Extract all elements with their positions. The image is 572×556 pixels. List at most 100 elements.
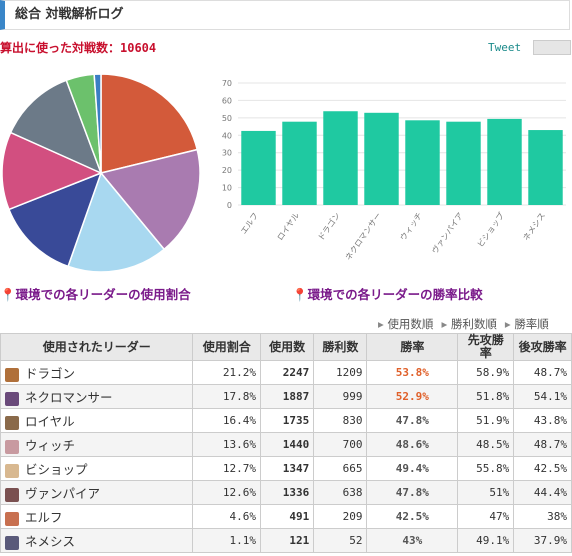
sort-link[interactable]: 使用数順 xyxy=(378,317,433,331)
cell-text: 1440 xyxy=(282,438,310,451)
cell-text: 44.4% xyxy=(533,486,567,499)
cell-text: 54.1% xyxy=(533,390,567,403)
bar-caption: 📍環境での各リーダーの勝率比較 xyxy=(292,287,483,302)
cell-text: 1209 xyxy=(335,366,363,379)
cell-text: 209 xyxy=(342,510,363,523)
sort-link[interactable]: 勝利数順 xyxy=(441,317,496,331)
y-tick-label: 0 xyxy=(227,201,232,210)
leader-icon xyxy=(5,463,19,478)
table-cell: 42.5% xyxy=(366,504,459,529)
table-cell: ウィッチ xyxy=(0,432,194,457)
pie-slice xyxy=(67,171,166,273)
cell-text: 4.6% xyxy=(229,510,257,523)
column-header: 使用割合 xyxy=(192,333,262,361)
cell-text: 58.9% xyxy=(476,366,510,379)
table-cell: 1347 xyxy=(260,456,315,481)
cell-text: 12.6% xyxy=(222,486,257,499)
leader-name: ヴァンパイア xyxy=(25,486,101,501)
cell-text: 12.7% xyxy=(222,462,257,475)
leader-icon xyxy=(5,367,19,382)
cell-text: 38% xyxy=(547,510,567,523)
cell-text: 51% xyxy=(489,486,510,499)
table-cell: 700 xyxy=(313,432,368,457)
table-cell: 51% xyxy=(457,480,515,505)
table-cell: 638 xyxy=(313,480,368,505)
table-cell: 49.1% xyxy=(457,528,515,553)
leader-name: ロイヤル xyxy=(25,414,75,429)
table-cell: 42.5% xyxy=(513,456,572,481)
cell-text: 48.6% xyxy=(395,438,429,451)
table-cell: 1440 xyxy=(260,432,315,457)
column-header: 使用されたリーダー xyxy=(0,333,194,361)
leader-icon xyxy=(5,487,19,502)
tweet-link[interactable]: Tweet xyxy=(488,41,522,54)
cell-text: 55.8% xyxy=(476,462,510,475)
table-cell: ヴァンパイア xyxy=(0,480,194,505)
table-cell: 47% xyxy=(457,504,515,529)
table-cell: 491 xyxy=(260,504,315,529)
cell-text: 42.5% xyxy=(395,510,429,523)
cell-text: 43% xyxy=(402,534,423,547)
x-tick-label: エルフ xyxy=(239,211,260,236)
table-cell: ネメシス xyxy=(0,528,194,553)
pie-chart xyxy=(1,73,201,273)
table-cell: 48.7% xyxy=(513,360,572,385)
sort-links: 使用数順勝利数順勝率順 xyxy=(370,316,549,332)
table-cell: 47.8% xyxy=(366,408,459,433)
battle-count: 算出に使った対戦数：10604 xyxy=(0,41,157,55)
column-header: 勝利数 xyxy=(313,333,368,361)
table-cell: 21.2% xyxy=(192,360,262,385)
cell-text: 700 xyxy=(342,438,363,451)
table-cell: 38% xyxy=(513,504,572,529)
table-cell: 48.7% xyxy=(513,432,572,457)
table-cell: ネクロマンサー xyxy=(0,384,194,409)
table-cell: 13.6% xyxy=(192,432,262,457)
table-cell: ビショップ xyxy=(0,456,194,481)
table-cell: 51.8% xyxy=(457,384,515,409)
table-cell: 55.8% xyxy=(457,456,515,481)
caption-text: 環境での各リーダーの勝率比較 xyxy=(307,287,483,302)
table-cell: 37.9% xyxy=(513,528,572,553)
y-tick-label: 50 xyxy=(222,114,232,123)
x-tick-label: ドラゴン xyxy=(316,210,343,242)
y-tick-label: 20 xyxy=(222,166,232,175)
table-cell: ロイヤル xyxy=(0,408,194,433)
pie-slice xyxy=(7,171,103,268)
cell-text: 47.8% xyxy=(395,486,429,499)
leader-icon xyxy=(5,439,19,454)
bar xyxy=(528,130,563,205)
bar xyxy=(323,111,358,205)
table-cell: 52 xyxy=(313,528,368,553)
cell-text: 638 xyxy=(342,486,363,499)
table-cell: エルフ xyxy=(0,504,194,529)
leader-icon xyxy=(5,415,19,430)
leader-name: ドラゴン xyxy=(25,366,76,381)
cell-text: 52 xyxy=(349,534,363,547)
cell-text: 53.8% xyxy=(395,366,429,379)
leader-icon xyxy=(5,535,19,550)
cell-text: 1887 xyxy=(282,390,310,403)
cell-text: 1.1% xyxy=(229,534,257,547)
table-cell: 51.9% xyxy=(457,408,515,433)
cell-text: 1336 xyxy=(282,486,310,499)
share-button[interactable] xyxy=(533,40,571,55)
y-tick-label: 10 xyxy=(222,184,232,193)
cell-text: 48.7% xyxy=(533,438,567,451)
table-cell: 1735 xyxy=(260,408,315,433)
column-header: 後攻勝率 xyxy=(513,333,572,361)
cell-text: 37.9% xyxy=(533,534,567,547)
leader-name: ネクロマンサー xyxy=(25,390,113,405)
cell-text: 16.4% xyxy=(222,414,257,427)
cell-text: 48.5% xyxy=(476,438,510,451)
table-cell: 12.6% xyxy=(192,480,262,505)
y-tick-label: 60 xyxy=(222,96,232,105)
pie-slice xyxy=(100,73,199,174)
cell-text: 52.9% xyxy=(395,390,429,403)
y-tick-label: 70 xyxy=(222,79,232,88)
x-tick-label: ネクロマンサー xyxy=(344,211,383,262)
table-cell: 1.1% xyxy=(192,528,262,553)
sort-link[interactable]: 勝率順 xyxy=(505,317,549,331)
header-title: 総合 対戦解析ログ xyxy=(0,0,570,30)
pie-slice xyxy=(93,73,102,174)
